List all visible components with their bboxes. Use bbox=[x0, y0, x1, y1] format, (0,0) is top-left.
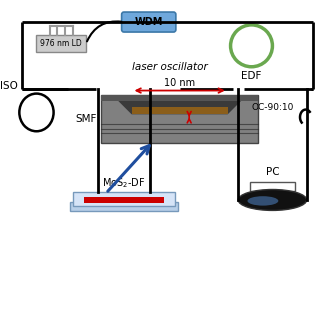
Text: ISO: ISO bbox=[0, 82, 17, 92]
Bar bbox=[70, 202, 178, 212]
Text: WDM: WDM bbox=[134, 17, 163, 27]
FancyBboxPatch shape bbox=[122, 12, 176, 32]
Text: SMF: SMF bbox=[75, 114, 96, 124]
Bar bbox=[132, 107, 228, 114]
Bar bbox=[73, 192, 175, 206]
Text: EDF: EDF bbox=[241, 71, 262, 81]
Text: PC: PC bbox=[266, 167, 279, 177]
Text: 976 nm LD: 976 nm LD bbox=[40, 39, 82, 48]
Bar bbox=[101, 95, 258, 143]
Bar bbox=[36, 35, 86, 52]
Bar bbox=[250, 182, 295, 191]
Text: OC-90:10: OC-90:10 bbox=[252, 103, 294, 112]
Ellipse shape bbox=[247, 196, 278, 206]
Ellipse shape bbox=[238, 189, 307, 211]
Text: laser oscillator: laser oscillator bbox=[132, 62, 208, 72]
Text: 10 nm: 10 nm bbox=[164, 78, 195, 88]
Bar bbox=[84, 197, 164, 203]
Bar bbox=[101, 95, 258, 101]
Text: MoS$_2$-DF: MoS$_2$-DF bbox=[102, 177, 146, 190]
Polygon shape bbox=[118, 101, 241, 114]
